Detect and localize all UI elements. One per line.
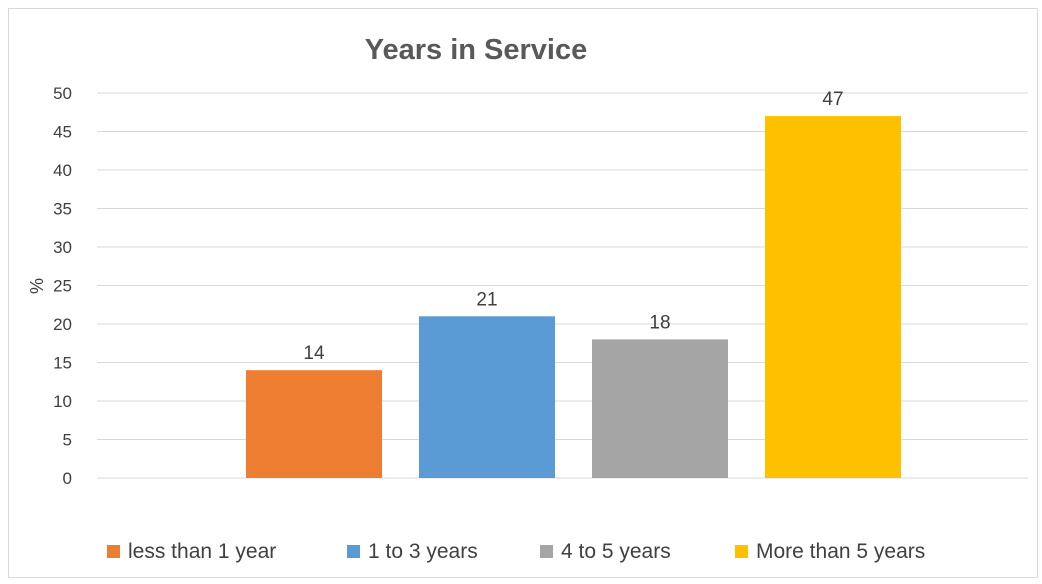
- legend-entry: 4 to 5 years: [561, 540, 671, 563]
- y-tick-label: 40: [53, 161, 72, 180]
- y-tick-label: 50: [53, 84, 72, 103]
- y-tick-label: 35: [53, 200, 72, 219]
- legend-entry: less than 1 year: [128, 540, 276, 563]
- bar: [765, 116, 901, 478]
- y-tick-label: 45: [53, 123, 72, 142]
- data-label: 18: [649, 312, 670, 333]
- legend-swatch: [540, 545, 553, 558]
- bars: [246, 116, 901, 478]
- chart-title: Years in Service: [365, 34, 588, 66]
- y-tick-label: 15: [53, 354, 72, 373]
- y-tick-label: 0: [63, 469, 72, 488]
- legend-entry: More than 5 years: [756, 540, 925, 563]
- y-tick-label: 20: [53, 315, 72, 334]
- bar: [419, 316, 555, 478]
- legend-swatch: [107, 545, 120, 558]
- y-tick-label: 30: [53, 238, 72, 257]
- data-label: 47: [822, 89, 843, 110]
- bar: [592, 339, 728, 478]
- y-axis-ticks: 0 5 10 15 20 25 30 35 40 45 50: [53, 84, 72, 488]
- data-label: 14: [303, 343, 325, 364]
- y-axis-label: %: [27, 278, 47, 294]
- legend-swatch: [347, 545, 360, 558]
- data-label: 21: [476, 289, 497, 310]
- y-tick-label: 25: [53, 277, 72, 296]
- legend-swatch: [735, 545, 748, 558]
- data-labels: 14 21 18 47: [303, 89, 843, 364]
- y-tick-label: 5: [63, 431, 72, 450]
- legend-entry: 1 to 3 years: [368, 540, 478, 563]
- legend: less than 1 year 1 to 3 years 4 to 5 years…: [107, 540, 925, 563]
- bar: [246, 370, 382, 478]
- y-tick-label: 10: [53, 392, 72, 411]
